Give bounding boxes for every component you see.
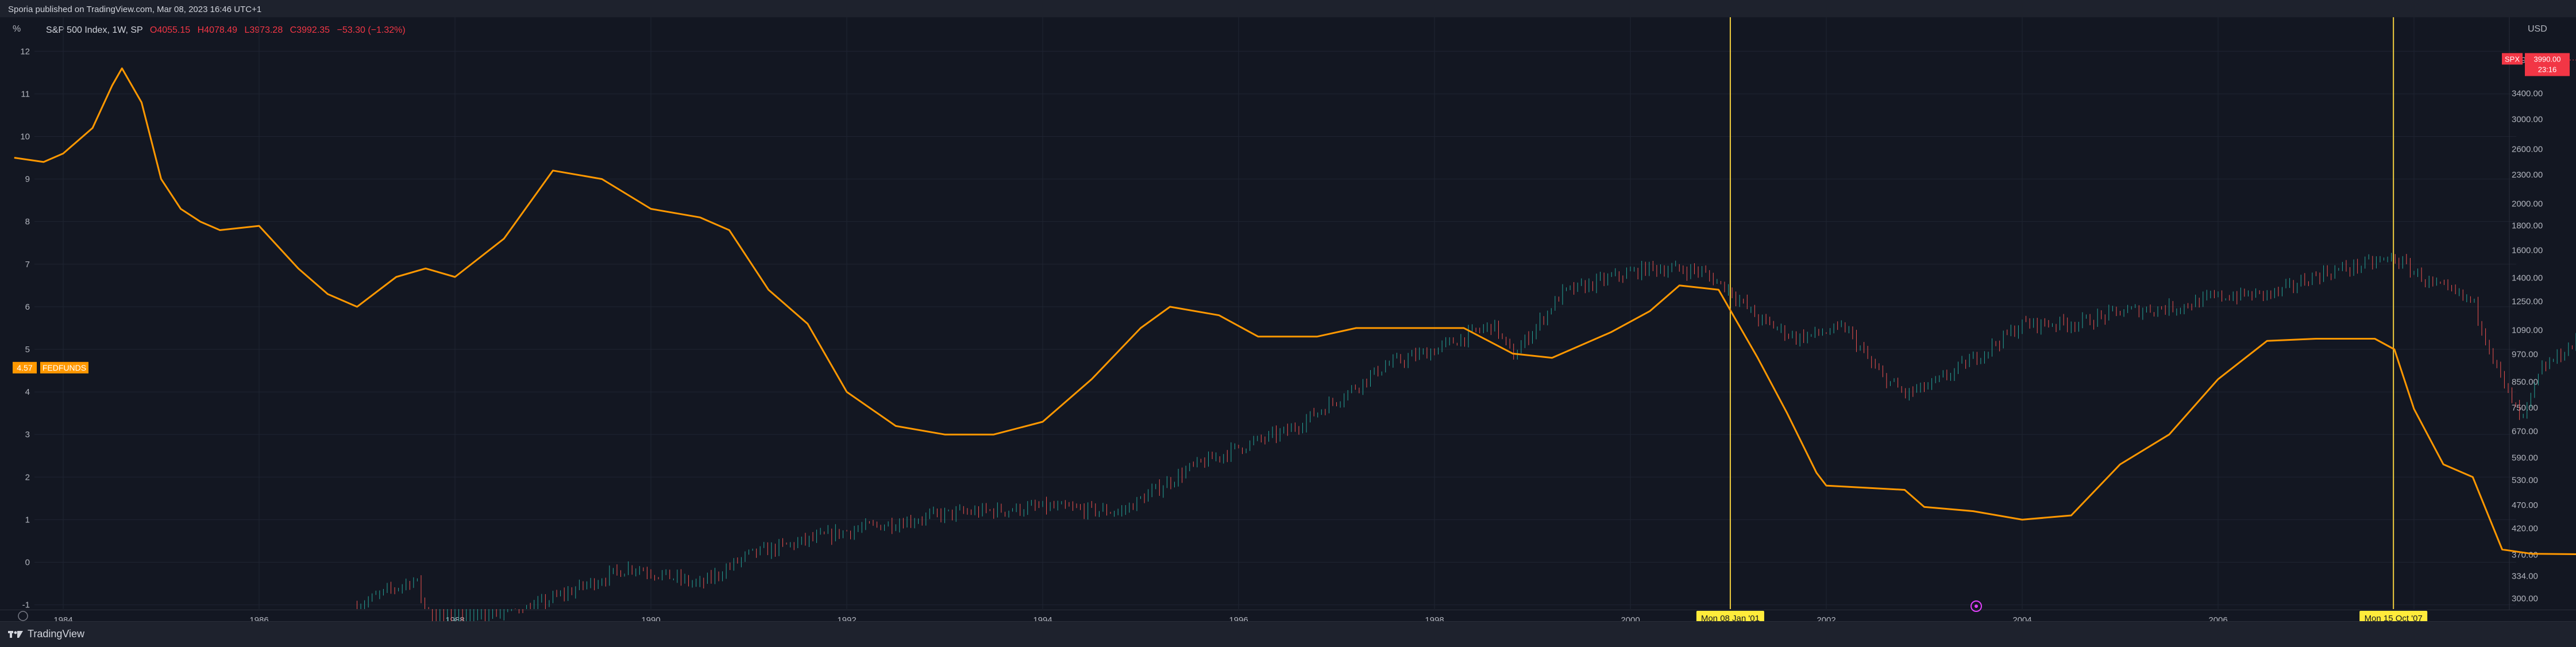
left-axis-tick-label: 6 <box>25 302 30 312</box>
left-axis-tick-label: 0 <box>25 557 30 567</box>
x-axis-tick-label: 1986 <box>249 615 268 621</box>
footer-bar: TradingView <box>0 621 2576 647</box>
right-axis-tick-label: 420.00 <box>2512 524 2538 534</box>
right-axis-tick-label: 3000.00 <box>2512 115 2543 125</box>
publisher-bar: Sporia published on TradingView.com, Mar… <box>0 0 2576 17</box>
marker-date-label: Mon 08 Jan '01 <box>1701 614 1760 621</box>
right-axis-tick-label: 1090.00 <box>2512 325 2543 335</box>
left-axis-tick-label: 5 <box>25 345 30 355</box>
fedfunds-line <box>14 68 2576 559</box>
chart-svg[interactable]: -10123456789101112300.00334.00370.00420.… <box>0 17 2576 621</box>
right-axis-tick-label: 970.00 <box>2512 349 2538 359</box>
left-axis-tick-label: 7 <box>25 260 30 269</box>
brand[interactable]: TradingView <box>8 628 84 640</box>
left-axis-tick-label: 4 <box>25 387 30 397</box>
right-axis-tick-label: 334.00 <box>2512 572 2538 581</box>
x-axis-tick-label: 1984 <box>53 615 72 621</box>
right-axis-tick-label: 1800.00 <box>2512 221 2543 231</box>
right-axis-tick-label: 3400.00 <box>2512 88 2543 98</box>
goto-realtime-icon-dot <box>1975 604 1978 608</box>
x-axis-tick-label: 2002 <box>1817 615 1835 621</box>
marker-date-label: Mon 15 Oct '07 <box>2365 614 2423 621</box>
right-axis-tick-label: 300.00 <box>2512 594 2538 603</box>
x-axis-tick-label: 2004 <box>2012 615 2031 621</box>
right-axis-tick-label: 1600.00 <box>2512 245 2543 255</box>
brand-name: TradingView <box>28 628 84 640</box>
x-axis-tick-label: 1994 <box>1033 615 1052 621</box>
left-axis-tick-label: 12 <box>20 47 30 56</box>
x-axis-tick-label: 2000 <box>1621 615 1640 621</box>
tradingview-logo-icon <box>8 630 23 639</box>
left-axis-tick-label: 11 <box>21 89 30 99</box>
right-axis-tick-label: 1400.00 <box>2512 274 2543 283</box>
x-axis-tick-label: 1996 <box>1229 615 1248 621</box>
right-axis-tick-label: 850.00 <box>2512 377 2538 387</box>
left-axis-tick-label: 2 <box>25 472 30 482</box>
fedfunds-name-label: FEDFUNDS <box>43 363 86 372</box>
right-axis-tick-label: 2300.00 <box>2512 170 2543 180</box>
right-axis-tick-label: 670.00 <box>2512 426 2538 436</box>
spx-value-label: 3990.00 <box>2534 55 2561 63</box>
right-axis-tick-label: 530.00 <box>2512 475 2538 485</box>
spx-countdown-label: 23:16 <box>2538 65 2557 74</box>
right-axis-tick-label: 2000.00 <box>2512 199 2543 209</box>
fedfunds-value-label: 4.57 <box>17 363 32 372</box>
spx-candles <box>357 17 2576 621</box>
left-axis-tick-label: 10 <box>20 132 30 141</box>
spx-name-label: SPX <box>2505 55 2520 63</box>
x-axis-tick-label: 1990 <box>641 615 660 621</box>
right-axis-tick-label: 470.00 <box>2512 500 2538 510</box>
right-axis-tick-label: 590.00 <box>2512 453 2538 463</box>
right-axis-tick-label: 2600.00 <box>2512 144 2543 154</box>
publisher-text: Sporia published on TradingView.com, Mar… <box>8 5 261 14</box>
x-axis-tick-label: 1998 <box>1425 615 1444 621</box>
left-axis-tick-label: 1 <box>25 515 30 525</box>
x-axis-tick-label: 1992 <box>837 615 856 621</box>
axis-settings-icon <box>18 611 28 621</box>
left-axis-tick-label: 9 <box>25 175 30 184</box>
x-axis-tick-label: 2006 <box>2208 615 2227 621</box>
left-axis-tick-label: -1 <box>22 600 30 610</box>
left-axis-tick-label: 8 <box>25 217 30 227</box>
right-axis-tick-label: 1250.00 <box>2512 297 2543 307</box>
left-axis-tick-label: 3 <box>25 430 30 440</box>
